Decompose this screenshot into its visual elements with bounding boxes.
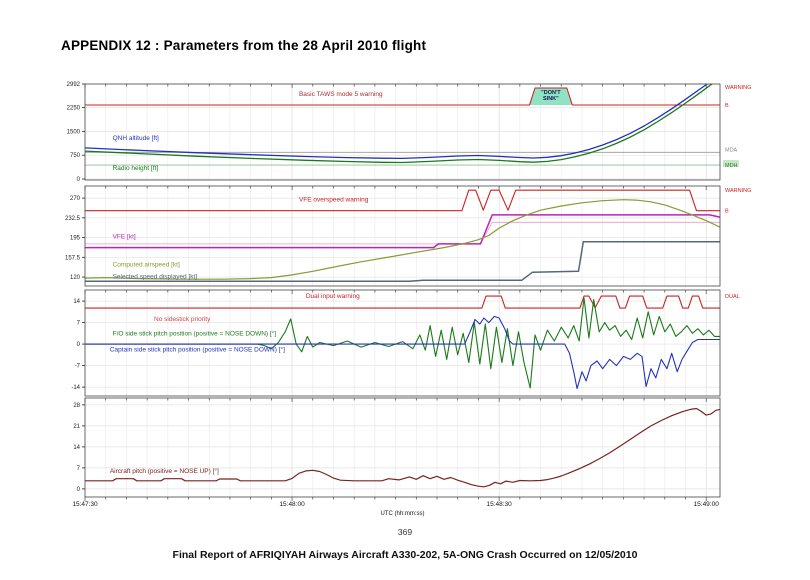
label-computed-airspeed: Computed airspeed [kt]	[113, 262, 180, 269]
right-label-b: B	[725, 209, 729, 215]
panel-sidestick: 14 7 0 -7 -14 Dual input warning No sidestick …	[71, 289, 740, 397]
time-tick-label: 15:47:30	[72, 501, 98, 508]
vfe-overspeed-warning-line	[85, 189, 720, 212]
y-tick-label: 21	[73, 424, 80, 430]
right-label-dual: DUAL	[725, 294, 740, 300]
y-tick-label: 195	[70, 236, 81, 242]
y-tick-label: 7	[77, 321, 81, 327]
dont-sink-text: SINK"	[543, 96, 559, 102]
label-aircraft-pitch: Aircraft pitch (positive = NOSE UP) [°]	[110, 467, 219, 475]
page-number: 369	[397, 527, 413, 537]
page-title: APPENDIX 12 : Parameters from the 28 Apr…	[61, 38, 427, 53]
label-fo-stick: F/O side stick pitch position (positive …	[113, 329, 277, 337]
y-tick-label: 28	[73, 403, 80, 409]
captain-sidestick-pitch-line	[85, 315, 720, 390]
x-axis-label: UTC (hh:mm:ss)	[381, 511, 425, 517]
computed-airspeed-line	[85, 199, 720, 280]
label-no-priority: No sidestick priority	[154, 316, 211, 323]
y-tick-label: 232.5	[65, 216, 81, 222]
label-selected-speed: Selected speed displayed [kt]	[113, 274, 198, 281]
dont-sink-callout	[529, 88, 573, 105]
label-dual-input: Dual input warning	[306, 293, 360, 300]
y-tick-label: 7	[77, 466, 81, 472]
y-tick-label: -14	[71, 385, 80, 391]
flight-parameters-chart: 2992 2250 1500 750 0 "DON'T SINK" Basic TAWS mo…	[40, 80, 785, 528]
right-label-warning: WARNING	[725, 188, 751, 194]
y-tick-label: 14	[73, 445, 80, 451]
right-label-warning: WARNING	[725, 85, 751, 91]
time-tick-label: 15:49:00	[694, 501, 720, 508]
y-tick-label: 2250	[67, 106, 81, 112]
y-tick-label: 750	[70, 153, 81, 159]
time-tick-label: 15:48:30	[486, 501, 512, 508]
report-footer-line: Final Report of AFRIQIYAH Airways Aircra…	[172, 549, 638, 561]
selected-speed-line	[85, 241, 720, 283]
label-radio-height: Radio height [ft]	[113, 165, 159, 172]
label-captain-stick: Captain side stick pitch position (posit…	[110, 345, 285, 353]
dont-sink-text: "DON'T	[541, 90, 561, 96]
label-vfe: VFE [kt]	[113, 234, 136, 241]
dual-input-warning-line	[85, 295, 720, 309]
qnh-altitude-line	[85, 84, 709, 160]
y-tick-label: 120	[70, 275, 81, 281]
panel-speed: 270 232.5 195 157.5 120 VFE overspeed warning…	[65, 185, 751, 287]
y-tick-label: 2992	[67, 82, 81, 88]
y-tick-label: 14	[73, 299, 80, 305]
y-tick-label: 157.5	[65, 255, 81, 261]
vfe-next-line	[85, 221, 720, 245]
y-tick-label: -7	[75, 364, 81, 370]
right-label-mdh: MDH	[725, 163, 738, 169]
label-taws-warning: Basic TAWS mode 5 warning	[299, 91, 383, 98]
time-tick-label: 15:48:00	[279, 501, 305, 508]
y-tick-label: 0	[77, 487, 81, 493]
label-qnh-altitude: QNH altitude [ft]	[113, 135, 159, 142]
radio-height-line	[85, 84, 713, 164]
y-tick-label: 270	[70, 196, 81, 202]
y-tick-label: 0	[77, 177, 81, 183]
panel-pitch: 28 21 14 7 0 Aircraft pitch (positive = NOSE …	[73, 397, 721, 501]
y-tick-label: 1500	[67, 129, 81, 135]
vfe-line	[85, 214, 720, 249]
aircraft-pitch-line	[85, 407, 720, 488]
right-label-b: B	[725, 103, 729, 109]
label-vfe-warning: VFE overspeed warning	[299, 196, 369, 203]
right-label-mda: MDA	[725, 147, 738, 153]
fo-sidestick-pitch-line	[85, 297, 720, 389]
taws-warning-line	[85, 87, 720, 106]
y-tick-label: 0	[77, 342, 81, 348]
